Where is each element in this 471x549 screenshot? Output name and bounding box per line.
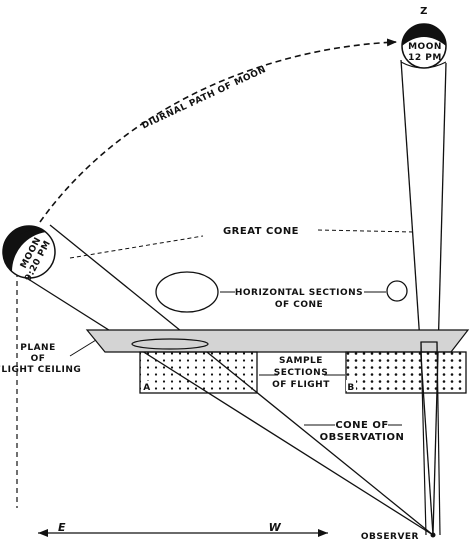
- horizontal-sections-label-top: HORIZONTAL SECTIONS: [235, 288, 363, 298]
- plane-of-flight-ceiling: PLANE OF FLIGHT CEILING: [0, 329, 470, 375]
- west-label: W: [269, 521, 282, 534]
- zenith-column-left: [420, 341, 427, 536]
- plane-label-line1: PLANE: [20, 343, 55, 353]
- zenith-label: Z: [420, 6, 428, 17]
- cone-of-observation-label-group: CONE OF OBSERVATION: [304, 420, 404, 443]
- zenith-column-right: [436, 341, 441, 536]
- cone-obs-label-line1: CONE OF: [335, 420, 388, 431]
- great-cone: [69, 59, 447, 536]
- sample-section-a-box: [139, 351, 258, 394]
- section-a-label: A: [143, 383, 150, 393]
- section-b-label: B: [347, 383, 354, 393]
- diurnal-path-arc: [39, 38, 397, 223]
- ceiling-intersection-ellipse: [131, 338, 209, 350]
- plane-leader: [69, 339, 97, 357]
- horizontal-section-large-ellipse: [155, 271, 219, 313]
- moon-12-shadow: [402, 24, 446, 46]
- great-cone-leader-left: [69, 235, 204, 259]
- horizontal-sections: HORIZONTAL SECTIONS OF CONE: [155, 271, 408, 313]
- east-label: E: [58, 521, 66, 534]
- moon-12-label-bottom: 12 PM: [408, 53, 442, 63]
- moon-12-label-top: MOON: [408, 42, 442, 52]
- observation-cone-edge-bottom: [24, 276, 434, 536]
- great-cone-edge-right: [432, 62, 447, 536]
- observer-label: OBSERVER: [361, 532, 419, 542]
- observer-point: [430, 532, 436, 538]
- horizontal-section-small-circle: [386, 280, 408, 302]
- moon-12-pm: Z MOON 12 PM: [401, 6, 447, 69]
- plane-label-line3: FLIGHT CEILING: [0, 365, 81, 375]
- sample-section-a: A: [139, 351, 258, 394]
- horizontal-sections-label-bottom: OF CONE: [275, 300, 323, 310]
- east-arrowhead: [38, 529, 48, 537]
- sample-sections-label-line2: SECTIONS: [274, 368, 328, 378]
- sample-section-b: B: [345, 351, 467, 394]
- moon-920-pm: MOON 9:20 PM: [2, 225, 56, 283]
- east-west-indicator: E W: [38, 521, 328, 537]
- sample-section-b-box: [345, 351, 467, 394]
- great-cone-label: GREAT CONE: [223, 226, 299, 237]
- flight-ceiling-plane: [85, 329, 470, 353]
- observer: OBSERVER: [361, 532, 436, 542]
- diurnal-path-label: DIURNAL PATH OF MOON: [140, 65, 267, 132]
- sample-sections-label-group: SAMPLE SECTIONS OF FLIGHT: [259, 356, 345, 390]
- sample-sections-label-line1: SAMPLE: [279, 356, 323, 366]
- sample-sections-label-line3: OF FLIGHT: [272, 380, 330, 390]
- cone-obs-label-line2: OBSERVATION: [320, 432, 405, 443]
- great-cone-edge-left: [400, 59, 434, 536]
- section-a-label-bg: [142, 381, 152, 391]
- plane-label-line2: OF: [31, 354, 46, 364]
- section-b-label-bg: [346, 380, 356, 391]
- west-arrowhead: [318, 529, 328, 537]
- moon-920-crescent-shadow: [2, 225, 42, 253]
- great-cone-leader-right: [317, 229, 416, 233]
